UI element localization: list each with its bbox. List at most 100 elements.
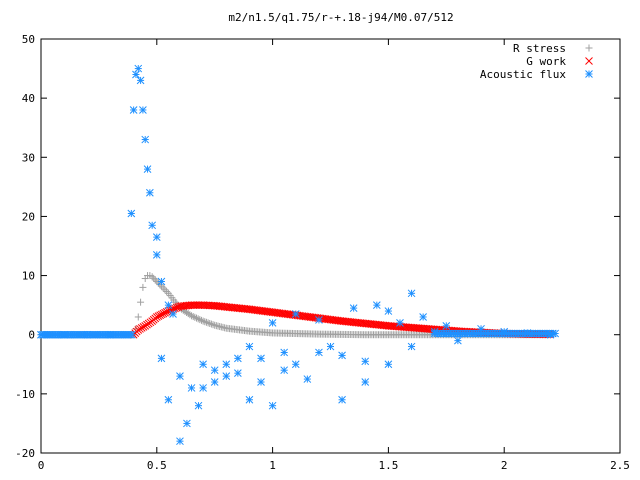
- y-tick-label: 0: [28, 329, 35, 342]
- data-point: [136, 76, 145, 85]
- data-point: [199, 360, 207, 369]
- y-tick-label: 30: [22, 151, 35, 164]
- data-point: [291, 360, 300, 369]
- y-tick-label: -20: [15, 447, 35, 460]
- legend-marker: [585, 57, 593, 65]
- data-point: [396, 319, 404, 327]
- data-point: [222, 360, 231, 369]
- legend-marker-g-work: [585, 57, 593, 65]
- data-point: [209, 321, 217, 329]
- data-point: [338, 351, 346, 360]
- data-point: [132, 70, 140, 79]
- data-point: [194, 401, 203, 410]
- data-point: [326, 342, 335, 351]
- x-tick-label: 0: [38, 459, 45, 472]
- data-point: [139, 283, 147, 291]
- x-tick-label: 1: [269, 459, 276, 472]
- data-point: [134, 64, 143, 73]
- data-point: [187, 384, 196, 392]
- data-point: [134, 313, 142, 321]
- data-point: [127, 209, 136, 218]
- data-point: [442, 321, 451, 330]
- data-point: [157, 354, 166, 363]
- data-point: [551, 329, 560, 338]
- legend: R stress G work Acoustic flux: [480, 42, 593, 81]
- data-point: [315, 316, 323, 324]
- data-point: [384, 307, 393, 315]
- data-point: [407, 289, 416, 298]
- data-point: [189, 313, 197, 321]
- data-point: [419, 313, 427, 321]
- data-point: [280, 348, 289, 357]
- legend-label-g-work: G work: [526, 55, 566, 68]
- data-point: [157, 277, 166, 286]
- data-point: [159, 284, 167, 292]
- data-point: [148, 221, 157, 230]
- data-point: [245, 342, 254, 351]
- data-point: [199, 384, 207, 392]
- data-point: [196, 316, 204, 324]
- data-point: [139, 106, 147, 114]
- data-point: [164, 395, 173, 404]
- data-point: [164, 301, 173, 309]
- data-point: [245, 395, 254, 404]
- data-point: [163, 288, 171, 296]
- data-point: [222, 372, 231, 380]
- data-point: [280, 366, 289, 375]
- x-tick-label: 2: [501, 459, 508, 472]
- data-point: [137, 298, 145, 306]
- data-point: [150, 274, 158, 282]
- data-point: [141, 135, 150, 144]
- data-point: [291, 310, 300, 318]
- data-point: [176, 437, 184, 446]
- x-tick-label: 1.5: [378, 459, 398, 472]
- data-point: [152, 251, 161, 259]
- legend-marker: [585, 44, 593, 52]
- series-r-stress: [37, 272, 555, 339]
- data-point: [207, 320, 215, 328]
- data-point: [349, 304, 358, 312]
- data-point: [372, 301, 381, 309]
- data-point: [129, 106, 138, 114]
- data-point: [143, 165, 152, 173]
- data-point: [176, 372, 184, 380]
- chart-title: m2/n1.5/q1.75/r-+.18-j94/M0.07/512: [228, 11, 453, 24]
- data-layer: [37, 64, 560, 446]
- data-point: [156, 281, 164, 289]
- data-point: [199, 317, 207, 325]
- data-point: [210, 366, 219, 375]
- data-point: [201, 318, 209, 326]
- data-point: [152, 233, 161, 241]
- data-point: [361, 357, 370, 366]
- legend-marker: [585, 70, 593, 78]
- legend-marker-r-stress: [585, 44, 593, 52]
- data-point: [303, 375, 312, 383]
- data-point: [204, 319, 212, 327]
- data-point: [234, 369, 242, 378]
- data-point: [161, 286, 169, 294]
- data-point: [193, 314, 201, 322]
- data-point: [169, 310, 177, 318]
- data-point: [183, 419, 191, 428]
- data-point: [127, 330, 136, 339]
- data-point: [194, 315, 202, 323]
- data-point: [407, 342, 416, 351]
- y-tick-label: 20: [22, 210, 35, 223]
- data-point: [257, 378, 265, 386]
- data-point: [197, 316, 205, 324]
- series-acoustic-flux: [37, 64, 560, 446]
- data-point: [206, 319, 214, 327]
- data-point: [454, 336, 462, 345]
- x-tick-label: 0.5: [147, 459, 167, 472]
- data-point: [384, 360, 393, 369]
- data-point: [234, 354, 242, 363]
- data-point: [151, 276, 159, 284]
- plot-frame: [40, 38, 621, 454]
- data-point: [361, 378, 370, 386]
- data-point: [268, 401, 277, 410]
- y-tick-label: -10: [15, 388, 35, 401]
- data-point: [268, 319, 277, 327]
- y-tick-label: 10: [22, 270, 35, 283]
- data-point: [257, 354, 265, 363]
